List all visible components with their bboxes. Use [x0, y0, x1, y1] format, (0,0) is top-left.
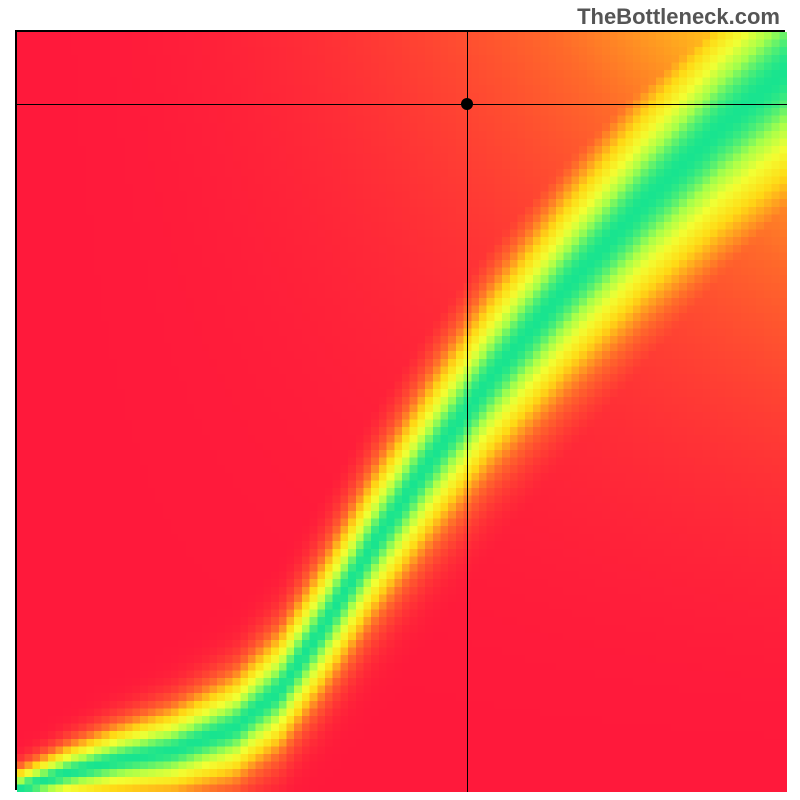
crosshair-marker [461, 98, 473, 110]
bottleneck-heatmap [17, 32, 787, 792]
watermark-text: TheBottleneck.com [577, 4, 780, 30]
crosshair-horizontal [17, 104, 787, 105]
crosshair-vertical [467, 32, 468, 792]
plot-frame [15, 30, 785, 790]
chart-container: { "watermark": { "text": "TheBottleneck.… [0, 0, 800, 800]
